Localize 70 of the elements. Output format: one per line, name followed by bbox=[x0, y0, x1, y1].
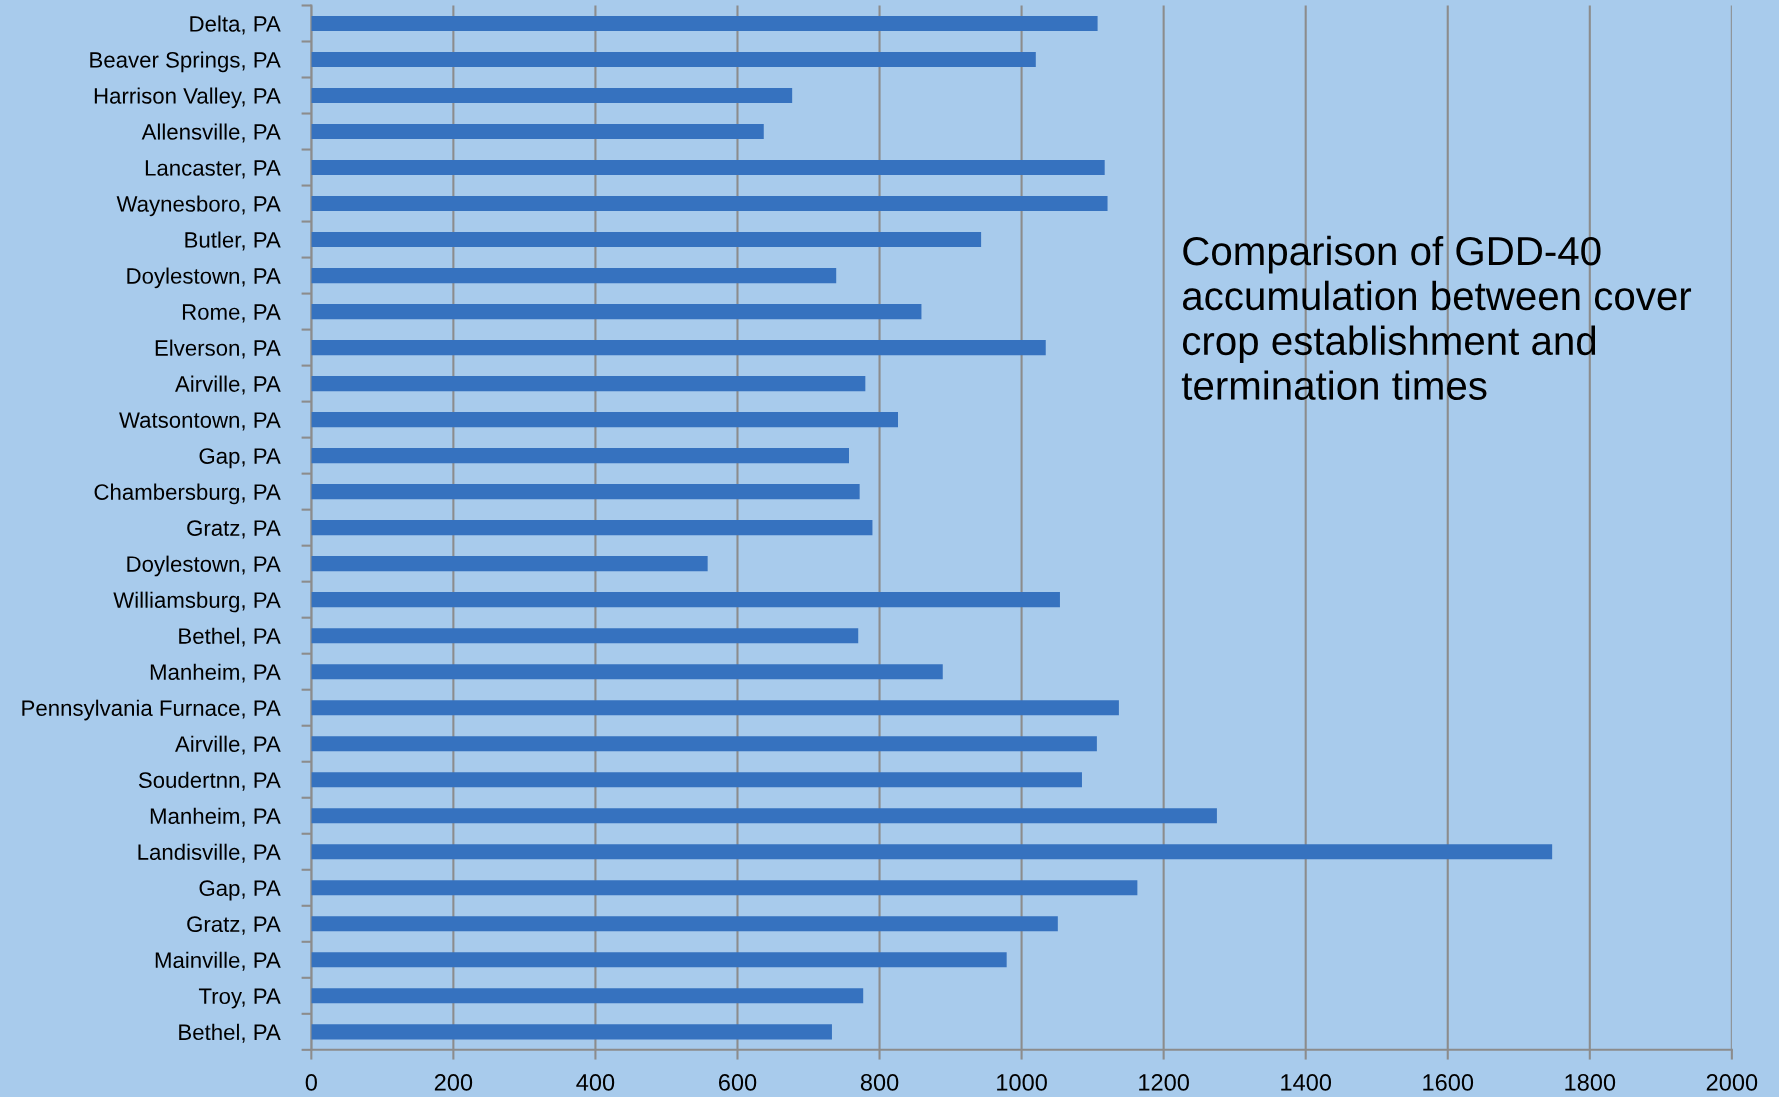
bar bbox=[311, 1024, 832, 1040]
y-tick-label: Manheim, PA bbox=[150, 663, 281, 683]
bar bbox=[311, 376, 866, 392]
bar bbox=[311, 51, 1036, 68]
bar bbox=[311, 988, 864, 1004]
bar bbox=[311, 700, 1119, 716]
x-tick-label: 800 bbox=[860, 1074, 899, 1091]
bar bbox=[311, 123, 764, 140]
bar bbox=[311, 880, 1138, 896]
y-tick-label: Doylestown, PA bbox=[127, 555, 281, 577]
bar bbox=[311, 592, 1060, 608]
y-tick-label: Landisville, PA bbox=[138, 843, 281, 863]
y-tick-label: Mainville, PA bbox=[155, 951, 281, 971]
y-tick-label: Airville, PA bbox=[175, 735, 281, 755]
bar bbox=[311, 195, 1108, 212]
y-tick-label: Watsontown, PA bbox=[119, 412, 281, 431]
y-tick-label: Manheim, PA bbox=[150, 807, 281, 827]
x-tick-label: 1000 bbox=[997, 1074, 1047, 1091]
bar bbox=[311, 952, 1007, 968]
text: Comparison of GDD-40 accumulation between cover crop establishment and termination times bbox=[1181, 235, 1692, 400]
bar bbox=[311, 736, 1097, 752]
bar bbox=[311, 232, 982, 248]
y-tick-label: Gap, PA bbox=[199, 880, 281, 901]
bar bbox=[311, 664, 943, 680]
y-tick-label: Allensville, PA bbox=[141, 123, 281, 143]
bar bbox=[311, 159, 1105, 176]
y-tick-label: Gratz, PA bbox=[187, 916, 281, 935]
bar bbox=[311, 448, 849, 464]
y-tick-label: Gap, PA bbox=[199, 448, 281, 469]
bar bbox=[311, 87, 793, 104]
y-tick-label: Lancaster, PA bbox=[145, 160, 281, 179]
x-tick-label: 200 bbox=[434, 1074, 473, 1091]
bar bbox=[311, 556, 708, 572]
bar bbox=[311, 772, 1082, 788]
y-tick-label: Pennsylvania Furnace, PA bbox=[22, 699, 281, 721]
y-tick-label: Delta, PA bbox=[190, 15, 281, 35]
x-tick-label: 600 bbox=[718, 1074, 757, 1091]
y-tick-label: Williamsburg, PA bbox=[113, 591, 281, 613]
x-tick-label: 1400 bbox=[1281, 1074, 1332, 1091]
bar bbox=[311, 340, 1046, 356]
y-tick-label: Elverson, PA bbox=[155, 339, 281, 359]
x-tick-label: 1200 bbox=[1139, 1074, 1189, 1091]
bar bbox=[311, 520, 873, 536]
x-tick-label: 1800 bbox=[1565, 1074, 1616, 1091]
y-tick-label: Gratz, PA bbox=[187, 520, 281, 539]
y-tick-label: Harrison Valley, PA bbox=[94, 87, 281, 109]
x-tick-label: 2000 bbox=[1706, 1074, 1758, 1091]
y-tick-label: Troy, PA bbox=[198, 988, 281, 1009]
y-tick-label: Airville, PA bbox=[175, 375, 281, 395]
bar bbox=[311, 916, 1058, 932]
bar bbox=[311, 628, 859, 644]
y-tick-label: Doylestown, PA bbox=[127, 267, 281, 289]
y-tick-label: Bethel, PA bbox=[179, 627, 281, 647]
bar bbox=[311, 844, 1553, 860]
bar bbox=[311, 15, 1098, 32]
x-tick-label: 400 bbox=[576, 1074, 615, 1091]
y-tick-label: Chambersburg, PA bbox=[94, 483, 281, 505]
bar bbox=[311, 808, 1217, 824]
y-tick-label: Butler, PA bbox=[185, 231, 281, 251]
y-tick-label: Rome, PA bbox=[182, 304, 281, 323]
y-tick-label: Waynesboro, PA bbox=[116, 195, 281, 217]
bar bbox=[311, 412, 898, 428]
y-tick-label: Beaver Springs, PA bbox=[90, 51, 281, 73]
bar bbox=[311, 304, 922, 320]
bar bbox=[311, 484, 860, 500]
x-tick-label: 0 bbox=[305, 1074, 317, 1091]
x-tick-label: 1600 bbox=[1423, 1074, 1474, 1091]
y-tick-label: Bethel, PA bbox=[179, 1023, 281, 1043]
bar bbox=[311, 268, 837, 284]
y-tick-label: Soudertnn, PA bbox=[138, 771, 281, 791]
